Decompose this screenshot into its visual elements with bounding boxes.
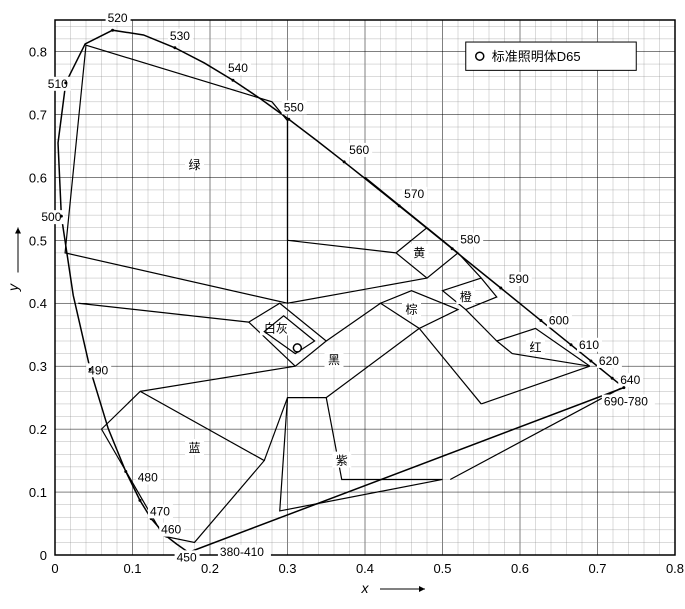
wavelength-label: 570 [404,187,424,201]
y-tick: 0.8 [29,44,47,59]
wavelength-label: 600 [549,314,569,328]
wavelength-label: 590 [509,272,529,286]
region-label: 紫 [336,454,348,468]
legend-text: 标准照明体D65 [492,49,581,64]
x-tick: 0.5 [433,561,451,576]
y-tick: 0.5 [29,233,47,248]
x-tick: 0.7 [588,561,606,576]
region-label: 黑 [328,353,340,367]
wavelength-label: 640 [620,373,640,387]
region-label: 红 [529,339,541,354]
y-tick: 0.6 [29,170,47,185]
wavelength-label: 530 [170,29,190,43]
chromaticity-diagram: { "chart": { "type": "chromaticity-diagr… [0,0,685,609]
region-label: 棕 [405,302,417,317]
wavelength-label: 500 [41,210,61,224]
x-tick: 0.4 [356,561,374,576]
y-tick: 0 [40,548,47,563]
region-label: 橙 [460,289,472,304]
wavelength-label: 690-780 [604,395,648,409]
x-tick: 0.6 [511,561,529,576]
region-label: 绿 [188,157,200,172]
x-tick: 0 [51,561,58,576]
y-axis-label: y [5,283,21,292]
wavelength-label: 610 [579,338,599,352]
y-tick: 0.1 [29,485,47,500]
x-tick: 0.3 [278,561,296,576]
wavelength-label: 620 [599,354,619,368]
region-绿 [65,45,287,303]
wavelength-label: 520 [108,11,128,25]
wavelength-label: 470 [150,504,170,518]
region-label: 黄 [413,246,425,260]
wavelength-label: 580 [460,233,480,247]
d65-point [293,344,301,352]
wavelength-label: 540 [228,61,248,75]
wavelength-label: 550 [284,100,304,114]
legend-marker [476,52,484,60]
region-label: 蓝 [188,441,200,455]
svg-canvas: 0 0.1 0.2 0.3 0.4 0.5 0.6 0.7 0.8 0 0.1 0.2 0.3 0.4 0.… [0,0,685,609]
wavelength-label: 560 [349,143,369,157]
wavelength-label: 380-410 [220,545,264,559]
wavelength-label: 460 [161,523,181,537]
y-tick: 0.2 [29,422,47,437]
x-tick: 0.2 [201,561,219,576]
y-tick: 0.3 [29,359,47,374]
x-tick: 0.1 [123,561,141,576]
x-axis-label: x [361,580,370,596]
y-tick: 0.4 [29,296,47,311]
x-tick: 0.8 [666,561,684,576]
y-tick: 0.7 [29,107,47,122]
wavelength-label: 480 [138,470,158,484]
wavelength-label: 450 [177,550,197,564]
